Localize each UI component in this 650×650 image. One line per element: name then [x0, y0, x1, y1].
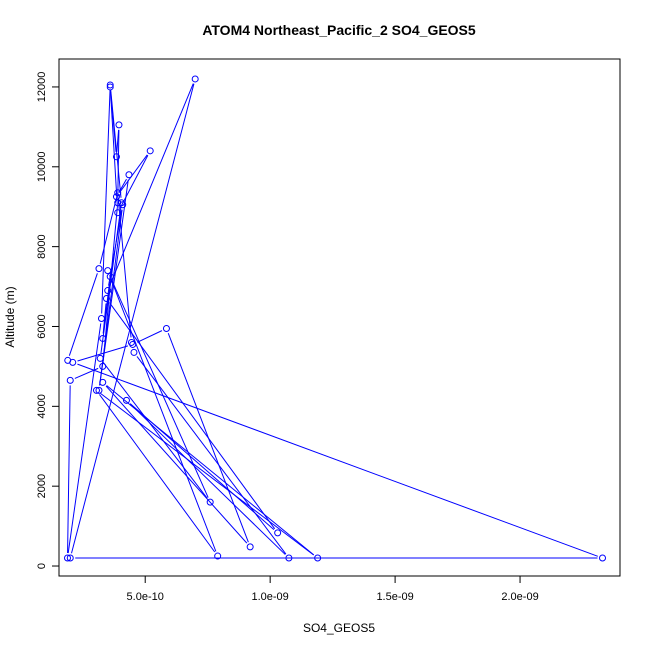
- series-segment: [109, 83, 194, 287]
- series-segment: [77, 345, 129, 362]
- data-point: [106, 83, 114, 91]
- series-segment: [167, 332, 249, 543]
- data-point: [162, 324, 170, 332]
- data-point: [114, 189, 122, 197]
- series-segment: [110, 91, 118, 208]
- y-axis: 0 2000 4000 6000 8000 10000 12000: [36, 72, 60, 569]
- data-point: [129, 340, 137, 348]
- series-segment: [106, 385, 315, 556]
- chart-title: ATOM4 Northeast_Pacific_2 SO4_GEOS5: [202, 22, 476, 38]
- x-tick-label: 5.0e-10: [127, 591, 164, 603]
- y-tick-label: 4000: [36, 394, 48, 418]
- series-segment: [67, 323, 102, 554]
- x-tick-label: 2.0e-09: [501, 591, 538, 603]
- data-point: [69, 358, 77, 366]
- series-segment: [99, 394, 216, 553]
- data-point: [122, 396, 130, 404]
- x-axis-label: SO4_GEOS5: [303, 621, 375, 635]
- x-tick-label: 1.0e-09: [251, 591, 288, 603]
- series-segment: [67, 385, 71, 554]
- series-segment: [77, 363, 598, 557]
- series-segment: [119, 155, 149, 209]
- data-point: [112, 153, 120, 161]
- data-point: [97, 314, 105, 322]
- series-segment: [99, 209, 123, 386]
- y-axis-label: Altitude (m): [3, 286, 17, 347]
- series-segment: [118, 178, 127, 193]
- data-point: [99, 334, 107, 342]
- series-segment: [117, 129, 120, 198]
- data-point: [246, 543, 254, 551]
- data-point: [63, 554, 71, 562]
- x-tick-label: 1.5e-09: [376, 591, 413, 603]
- series-points: [63, 75, 607, 562]
- data-point: [66, 376, 74, 384]
- data-point: [95, 265, 103, 273]
- y-tick-label: 12000: [36, 72, 48, 103]
- data-point: [125, 171, 133, 179]
- data-point: [285, 554, 293, 562]
- series-segment: [102, 362, 208, 499]
- series-segment: [74, 367, 99, 379]
- data-point: [66, 554, 74, 562]
- data-point: [214, 552, 222, 560]
- plot-frame: [58, 58, 621, 577]
- data-point: [106, 81, 114, 89]
- y-tick-label: 8000: [36, 234, 48, 258]
- data-point: [96, 354, 104, 362]
- series-segment: [111, 280, 209, 498]
- series-lines: [67, 83, 598, 559]
- data-point: [115, 121, 123, 129]
- series-segment: [101, 89, 111, 314]
- data-point: [106, 273, 114, 281]
- x-axis: 5.0e-10 1.0e-09 1.5e-09 2.0e-09: [127, 575, 539, 603]
- data-point: [99, 362, 107, 370]
- data-point: [114, 209, 122, 217]
- data-point: [274, 529, 282, 537]
- series-segment: [100, 392, 314, 556]
- data-point: [112, 193, 120, 201]
- series-segment: [109, 302, 276, 530]
- data-point: [99, 378, 107, 386]
- y-tick-label: 0: [36, 563, 48, 569]
- y-tick-label: 6000: [36, 314, 48, 338]
- data-point: [130, 348, 138, 356]
- data-point: [102, 295, 110, 303]
- series-segment: [109, 275, 217, 552]
- series-segment: [71, 83, 195, 554]
- data-point: [206, 498, 214, 506]
- series-segment: [99, 197, 118, 264]
- series-segment: [136, 356, 287, 555]
- y-tick-label: 2000: [36, 474, 48, 498]
- data-point: [599, 554, 607, 562]
- series-segment: [119, 154, 148, 194]
- data-point: [92, 386, 100, 394]
- data-point: [104, 287, 112, 295]
- series-segment: [129, 403, 286, 555]
- data-point: [146, 147, 154, 155]
- series-segment: [116, 129, 120, 152]
- data-point: [119, 201, 127, 209]
- data-point: [95, 386, 103, 394]
- data-point: [191, 75, 199, 83]
- data-point: [314, 554, 322, 562]
- series-segment: [137, 330, 163, 343]
- series-segment: [105, 385, 248, 544]
- series-segment: [108, 209, 123, 286]
- data-point: [104, 267, 112, 275]
- y-tick-label: 10000: [36, 151, 48, 182]
- series-segment: [68, 273, 98, 356]
